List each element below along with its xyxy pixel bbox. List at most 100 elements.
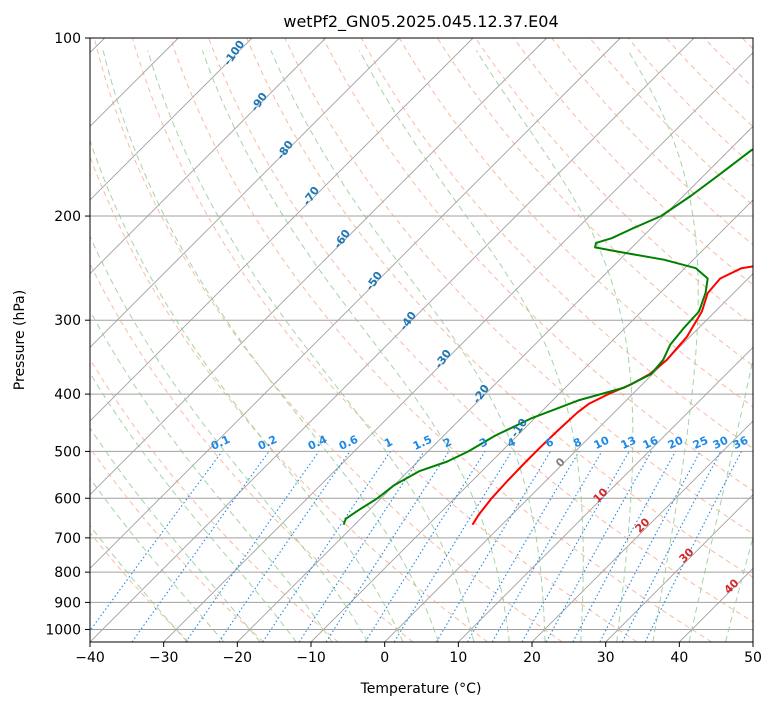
dry-adiabat-line [436, 38, 753, 367]
mixing-ratio-line [325, 451, 450, 642]
mixing-ratio-label: 10 [592, 434, 612, 452]
mixing-ratio-label: 1.5 [411, 433, 434, 453]
dry-adiabat-line [246, 38, 753, 578]
dry-adiabat-label: -40 [397, 309, 419, 333]
dry-adiabat-line [360, 38, 753, 450]
mixing-ratio-label: 20 [666, 434, 686, 452]
y-tick-label: 200 [54, 209, 81, 225]
y-tick-label: 500 [54, 444, 81, 460]
mixing-ratio-label: 0.1 [209, 433, 232, 453]
moist-adiabat-label: 10 [591, 485, 611, 505]
y-tick-label: 400 [54, 387, 81, 403]
sounding-profiles [342, 148, 753, 526]
dry-adiabat-line [551, 38, 753, 246]
mixing-ratio-label: 16 [641, 434, 661, 452]
dry-adiabat-line [513, 38, 753, 286]
moist-adiabat-line [90, 427, 261, 642]
y-tick-label: 300 [54, 313, 81, 329]
moist-adiabat-line [627, 50, 699, 642]
moist-adiabat-label: 20 [633, 515, 653, 535]
x-tick-label: 0 [380, 650, 389, 666]
dry-adiabat-label: -50 [363, 269, 385, 293]
mixing-ratio-line [644, 451, 742, 642]
moist-adiabat-line [358, 50, 584, 642]
isotherm-line [237, 125, 753, 642]
mixing-ratio-line [435, 451, 552, 642]
isotherm-line [90, 38, 547, 496]
dry-adiabat-label: -70 [300, 184, 322, 208]
dry-adiabat-line [742, 38, 753, 50]
isotherm-line [605, 494, 753, 642]
mixing-ratio-line [521, 451, 630, 642]
dry-adiabat-label: -30 [432, 347, 454, 371]
mixing-ratio-label: 8 [571, 435, 583, 450]
x-tick-label: −30 [149, 650, 179, 666]
x-tick-label: −40 [75, 650, 105, 666]
mixing-ratio-label: 6 [543, 435, 556, 450]
mixing-ratio-line [185, 451, 320, 642]
isotherm-line [310, 199, 753, 642]
moist-adiabat-line [475, 50, 634, 642]
moist-adiabat-label: 40 [722, 576, 742, 596]
plot-frame [89, 37, 754, 643]
isotherm-line [531, 420, 753, 642]
moist-adiabat-label: 0 [553, 455, 568, 470]
axes: −40 −30 −20 −10 0 10 20 30 40 5010020030040050060… [45, 31, 762, 666]
mixing-ratio-line [621, 451, 722, 642]
dry-adiabat-line [398, 38, 753, 408]
moist-adiabat-line [725, 535, 753, 642]
moist-adiabat-line [90, 372, 297, 642]
moist-adiabat-line [102, 50, 439, 642]
dry-adiabat-label: -20 [470, 382, 492, 406]
mixing-ratio-line [218, 451, 351, 642]
y-tick-label: 900 [54, 595, 81, 611]
y-axis-label: Pressure (hPa) [12, 290, 28, 390]
dry-adiabat-line [703, 38, 753, 89]
mixing-ratio-label: 13 [619, 434, 638, 452]
moist-adiabat-line [90, 524, 188, 642]
y-tick-label: 700 [54, 531, 81, 547]
dry-adiabat-label: -60 [331, 227, 353, 251]
isotherm-line [679, 567, 753, 642]
y-tick-label: 1000 [45, 622, 81, 638]
mixing-ratio-line [364, 451, 486, 642]
mixing-ratio-line [90, 451, 223, 632]
y-tick-label: 600 [54, 491, 81, 507]
x-tick-label: 50 [744, 650, 762, 666]
chart-title: wetPf2_GN05.2025.045.12.37.E04 [283, 12, 558, 32]
x-tick-label: 20 [523, 650, 541, 666]
y-tick-label: 100 [54, 31, 81, 47]
moist-adiabat-label: 30 [677, 545, 697, 565]
x-axis-label: Temperature (°C) [360, 681, 482, 697]
x-tick-label: −20 [223, 650, 253, 666]
moist-adiabat-line [147, 50, 475, 642]
isotherm-line [163, 52, 753, 642]
dry-adiabat-line [170, 38, 712, 642]
mixing-ratio-line [131, 451, 270, 642]
dry-adiabat-line [131, 38, 638, 642]
mixing-ratio-label: 0.4 [306, 433, 329, 453]
isotherm-line [90, 38, 695, 642]
mixing-ratio-line [262, 451, 391, 642]
isotherm-line [90, 38, 621, 569]
mixing-ratio-label: 0.6 [337, 433, 360, 453]
mixing-ratio-line [545, 451, 652, 642]
mixing-ratio-label: 36 [731, 434, 751, 452]
dry-adiabat-line [90, 531, 190, 642]
dry-adiabat-line [627, 38, 753, 167]
mixing-ratio-label: 3 [477, 435, 489, 450]
x-tick-label: −10 [296, 650, 326, 666]
moist-adiabat-line [90, 309, 333, 642]
dry-adiabat-line [90, 155, 488, 642]
dewpoint-profile-line [342, 148, 753, 526]
temperature-profile-line [471, 265, 753, 526]
mixing-ratio-line [298, 451, 425, 642]
isotherm-line [384, 273, 753, 642]
moist-adiabat-line [688, 356, 753, 642]
mixing-ratio-label: 25 [691, 434, 710, 452]
x-tick-label: 10 [449, 650, 467, 666]
x-tick-label: 30 [597, 650, 615, 666]
moist-adiabat-line [90, 235, 369, 642]
isotherm-line [90, 38, 253, 201]
